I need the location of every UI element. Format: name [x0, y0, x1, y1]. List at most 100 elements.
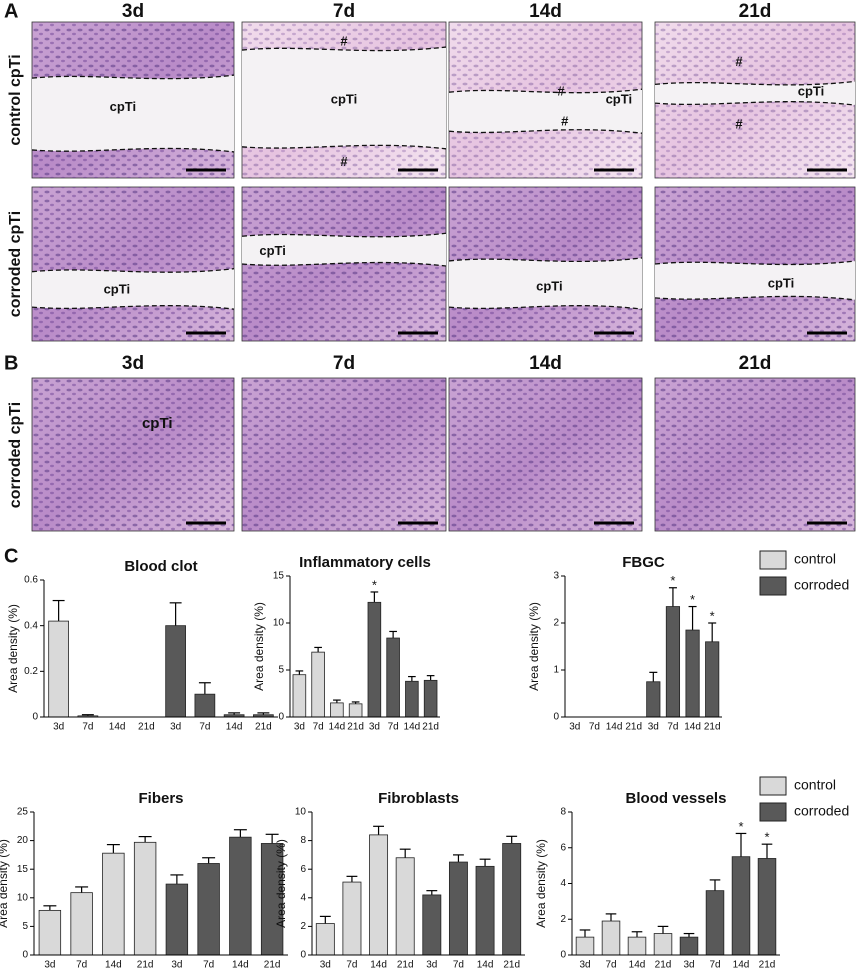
x-tick-label: 7d: [199, 722, 210, 733]
x-tick-label: 3d: [579, 960, 590, 970]
legend-swatch: [759, 550, 787, 570]
image-texture: [242, 378, 446, 531]
bar: [705, 641, 720, 718]
x-tick-label: 21d: [655, 960, 672, 970]
x-tick-label: 3d: [569, 722, 580, 733]
bar: [475, 865, 495, 956]
bar: [601, 920, 621, 956]
implant-gap: [32, 75, 234, 152]
bar: [705, 890, 725, 956]
y-tick-label: 0: [553, 712, 559, 723]
y-tick-label: 0: [32, 712, 38, 723]
x-tick-label: 21d: [137, 960, 154, 970]
x-tick-label: 7d: [605, 960, 616, 970]
x-tick-label: 21d: [704, 722, 721, 733]
image-texture: [32, 187, 234, 341]
y-tick-label: 0.6: [24, 575, 38, 586]
significance: *: [372, 577, 377, 592]
bar: [369, 834, 389, 956]
x-tick-label: 21d: [347, 722, 364, 733]
y-tick-label: 6: [300, 864, 306, 875]
implant-gap: [655, 81, 855, 106]
image-text: #: [735, 116, 743, 131]
y-tick-label: 0: [22, 950, 28, 961]
legend-swatch: [759, 802, 787, 822]
x-tick-label: 14d: [370, 960, 387, 970]
bar: [70, 892, 93, 956]
column-header: 7d: [333, 353, 355, 374]
image-text: #: [561, 113, 569, 128]
x-tick-label: 14d: [109, 722, 126, 733]
y-tick-label: 10: [273, 618, 285, 629]
bar: [330, 702, 344, 718]
x-tick-label: 7d: [667, 722, 678, 733]
boundary: [654, 101, 856, 106]
bar: [665, 606, 681, 718]
bar: [348, 703, 363, 718]
y-tick-label: 8: [300, 835, 306, 846]
y-axis-label: Area density (%): [0, 839, 10, 928]
x-tick-label: 14d: [733, 960, 750, 970]
bar: [685, 629, 700, 718]
implant-gap: [32, 268, 234, 310]
x-tick-label: 7d: [388, 722, 399, 733]
implant-gap: [655, 261, 855, 300]
bar: [679, 936, 699, 956]
chart-title: Fibers: [138, 790, 183, 807]
x-tick-label: 21d: [138, 722, 155, 733]
panel-label: B: [4, 352, 18, 374]
x-tick-label: 14d: [684, 722, 701, 733]
bar: [502, 843, 522, 956]
implant-gap: [242, 47, 446, 149]
legend-label: corroded: [794, 803, 849, 819]
chart-title: Blood vessels: [626, 790, 727, 807]
bar: [395, 857, 415, 956]
chart-title: Fibroblasts: [378, 790, 459, 807]
panel-label: A: [4, 0, 18, 22]
bar: [448, 861, 468, 956]
x-tick-label: 3d: [53, 722, 64, 733]
boundary: [654, 295, 856, 301]
x-tick-label: 14d: [329, 722, 346, 733]
x-tick-label: 7d: [453, 960, 464, 970]
bar: [386, 637, 400, 718]
bar: [194, 693, 216, 718]
bar: [367, 601, 382, 718]
x-tick-label: 3d: [320, 960, 331, 970]
bar: [405, 680, 419, 718]
y-tick-label: 2: [553, 618, 559, 629]
y-tick-label: 5: [22, 921, 28, 932]
bar: [342, 881, 362, 956]
implant-gap: [242, 233, 446, 266]
image-texture: [449, 378, 642, 531]
column-header: 14d: [529, 353, 562, 374]
x-tick-label: 7d: [589, 722, 600, 733]
column-header: 21d: [739, 1, 772, 22]
y-axis-label: Area density (%): [274, 839, 288, 928]
bar: [627, 936, 647, 956]
bar: [197, 863, 220, 956]
chart-title: FBGC: [622, 554, 665, 571]
y-tick-label: 1: [553, 665, 559, 676]
significance: *: [670, 573, 675, 588]
y-tick-label: 0: [300, 950, 306, 961]
bar: [646, 681, 661, 718]
x-tick-label: 21d: [264, 960, 281, 970]
y-axis-label: Area density (%): [534, 839, 548, 928]
significance: *: [710, 608, 715, 623]
boundary: [448, 129, 643, 134]
y-tick-label: 5: [278, 665, 284, 676]
y-tick-label: 25: [17, 807, 29, 818]
x-tick-label: 3d: [294, 722, 305, 733]
x-tick-label: 14d: [477, 960, 494, 970]
y-tick-label: 10: [17, 892, 29, 903]
column-header: 3d: [122, 353, 144, 374]
x-tick-label: 3d: [683, 960, 694, 970]
row-label: corroded cpTi: [7, 402, 24, 508]
image-texture: [32, 378, 234, 531]
column-header: 7d: [333, 1, 355, 22]
legend-label: control: [794, 551, 836, 567]
boundary: [448, 257, 643, 263]
x-tick-label: 7d: [709, 960, 720, 970]
